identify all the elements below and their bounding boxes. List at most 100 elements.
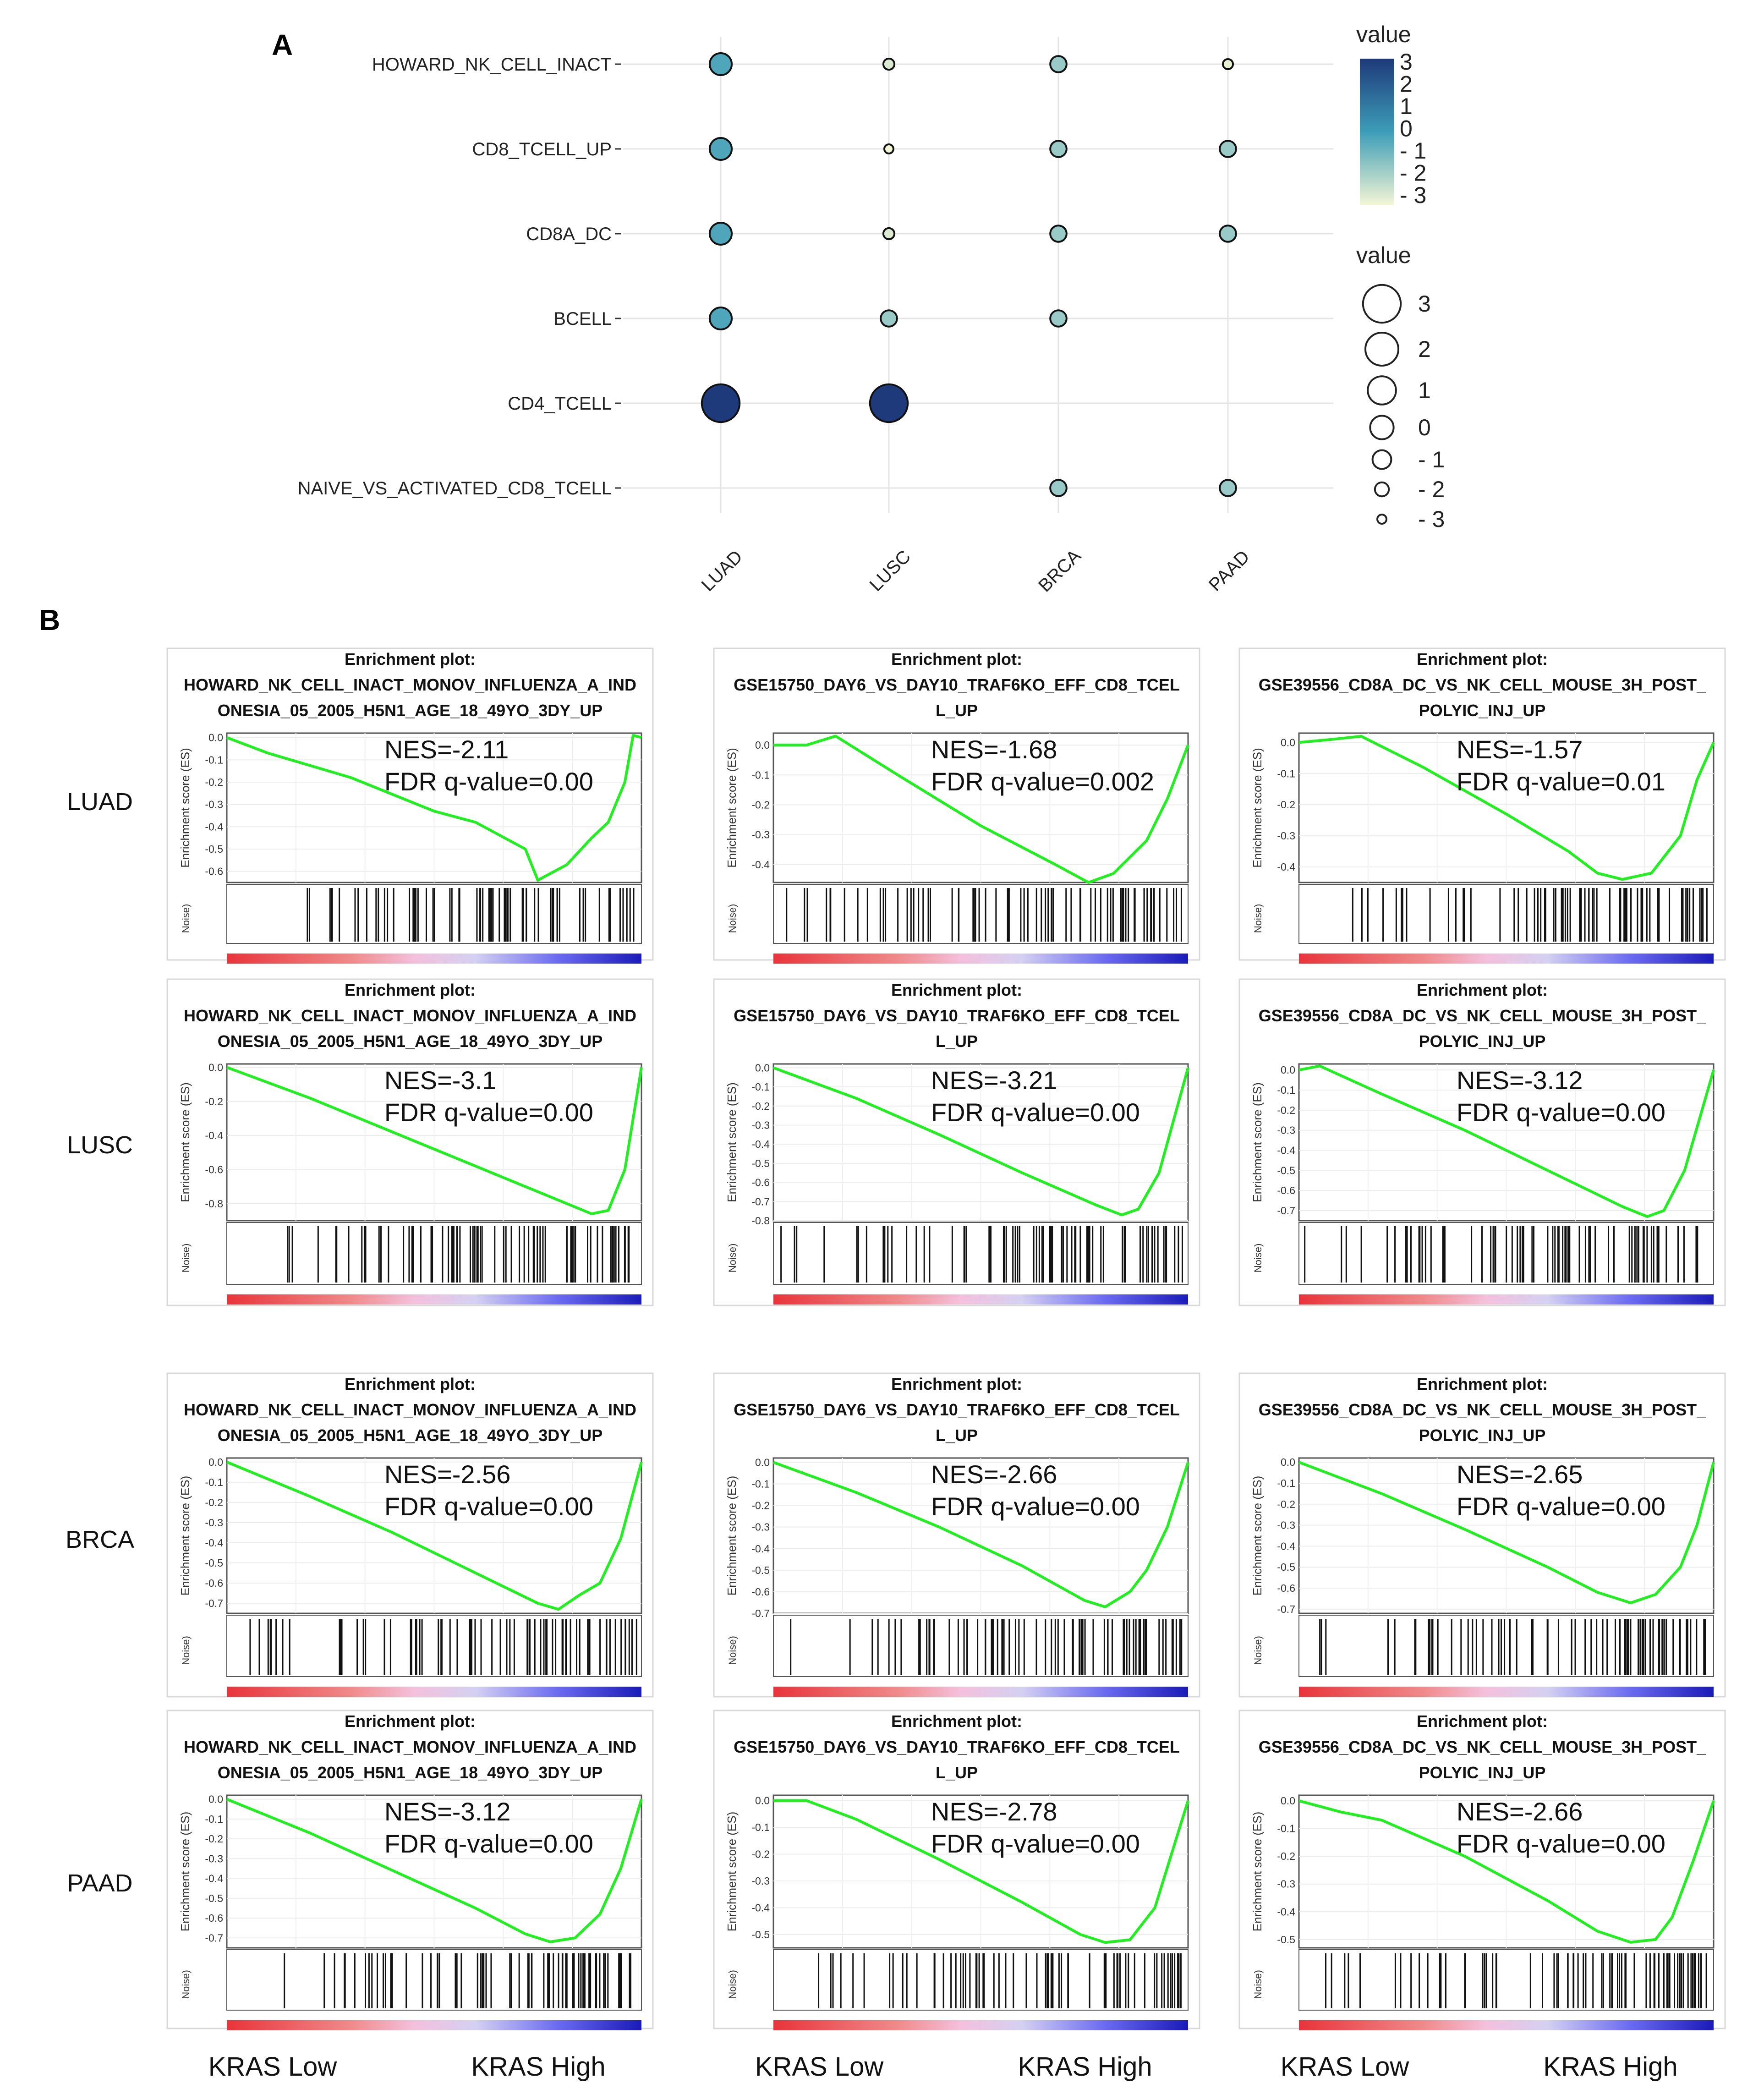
rank-bar bbox=[1299, 954, 1714, 964]
panel-a-label: A bbox=[272, 28, 293, 61]
y-axis-label: Enrichment score (ES) bbox=[725, 1812, 739, 1932]
size-legend-label: 0 bbox=[1418, 415, 1431, 440]
x-tick-label: LUSC bbox=[866, 547, 915, 596]
x-tick-label: PAAD bbox=[1205, 547, 1254, 595]
nes-value: NES=-1.57 bbox=[1457, 735, 1583, 764]
size-legend-label: 3 bbox=[1418, 291, 1431, 317]
y-axis-label: Enrichment score (ES) bbox=[1250, 1082, 1264, 1202]
colorbar-tick-label: - 2 bbox=[1400, 160, 1426, 186]
y-tick-label: -0.3 bbox=[1277, 830, 1295, 842]
nes-value: NES=-2.66 bbox=[931, 1460, 1057, 1489]
y-tick-label: -0.2 bbox=[1277, 1104, 1295, 1116]
y-axis-label: Enrichment score (ES) bbox=[178, 1082, 192, 1202]
plot-title-line: GSE15750_DAY6_VS_DAY10_TRAF6KO_EFF_CD8_T… bbox=[734, 1738, 1180, 1756]
plot-title-line: Enrichment plot: bbox=[891, 650, 1022, 669]
colorbar-tick-label: 2 bbox=[1400, 71, 1413, 97]
y-axis-label: Enrichment score (ES) bbox=[178, 748, 192, 868]
hits-area bbox=[1298, 884, 1714, 944]
bubble-point bbox=[1219, 479, 1237, 497]
nes-value: NES=-2.56 bbox=[384, 1460, 511, 1489]
plot-title-line: L_UP bbox=[936, 701, 978, 720]
hits-area bbox=[1298, 1949, 1714, 2011]
bubble-point bbox=[883, 143, 894, 154]
rank-bar bbox=[227, 1294, 641, 1305]
y-tick-label: -0.1 bbox=[1277, 1084, 1295, 1096]
plot-title-line: L_UP bbox=[936, 1032, 978, 1051]
panel-b-label: B bbox=[39, 603, 60, 636]
y-tick-label: -0.1 bbox=[751, 1821, 770, 1833]
y-tick-label: -0.3 bbox=[205, 1517, 223, 1529]
kras-high-label: KRAS High bbox=[471, 2052, 605, 2082]
nes-value: NES=-2.78 bbox=[931, 1797, 1057, 1826]
rank-bar bbox=[773, 2020, 1188, 2030]
kras-low-label: KRAS Low bbox=[208, 2052, 338, 2082]
noise-label: Noise) bbox=[1252, 1244, 1264, 1273]
x-tick-label: BRCA bbox=[1035, 546, 1085, 596]
noise-label: Noise) bbox=[180, 1636, 192, 1665]
y-tick-label: 0.0 bbox=[755, 1456, 770, 1468]
noise-label: Noise) bbox=[727, 1970, 738, 1999]
hits-area bbox=[773, 1949, 1189, 2011]
plot-title-line: Enrichment plot: bbox=[1417, 981, 1548, 999]
gsea-panel: Enrichment plot: GSE15750_DAY6_VS_DAY10_T… bbox=[713, 647, 1200, 964]
colorbar bbox=[1360, 59, 1394, 205]
gsea-panel: Enrichment plot: GSE15750_DAY6_VS_DAY10_T… bbox=[713, 1710, 1200, 2030]
enrichment-curve bbox=[226, 1798, 643, 1943]
y-tick-label: -0.3 bbox=[751, 1521, 770, 1533]
size-legend-title: value bbox=[1356, 242, 1411, 268]
y-tick-label: 0.0 bbox=[208, 732, 223, 744]
fdr-value: FDR q-value=0.00 bbox=[931, 1492, 1140, 1521]
y-axis-label: Enrichment score (ES) bbox=[1250, 1476, 1264, 1596]
y-axis-label: Enrichment score (ES) bbox=[178, 1476, 192, 1596]
y-axis-label: Enrichment score (ES) bbox=[725, 1082, 739, 1202]
plot-title-line: HOWARD_NK_CELL_INACT_MONOV_INFLUENZA_A_I… bbox=[184, 1006, 636, 1025]
noise-label: Noise) bbox=[727, 1244, 738, 1273]
noise-label: Noise) bbox=[1252, 1636, 1264, 1665]
gsea-panel: Enrichment plot: GSE15750_DAY6_VS_DAY10_T… bbox=[713, 978, 1200, 1306]
kras-low-label: KRAS Low bbox=[1281, 2052, 1410, 2082]
plot-title-line: GSE15750_DAY6_VS_DAY10_TRAF6KO_EFF_CD8_T… bbox=[734, 1400, 1180, 1419]
plot-title-line: ONESIA_05_2005_H5N1_AGE_18_49YO_3DY_UP bbox=[218, 1426, 603, 1445]
hits-area bbox=[773, 1615, 1189, 1677]
noise-label: Noise) bbox=[727, 904, 738, 933]
y-tick-label: -0.6 bbox=[205, 866, 223, 877]
gsea-panel: Enrichment plot: GSE39556_CD8A_DC_VS_NK_C… bbox=[1238, 978, 1726, 1306]
y-tick-label: -0.2 bbox=[205, 1833, 223, 1845]
plot-title-line: ONESIA_05_2005_H5N1_AGE_18_49YO_3DY_UP bbox=[218, 701, 603, 720]
nes-value: NES=-3.12 bbox=[384, 1797, 511, 1826]
noise-label: Noise) bbox=[180, 1970, 192, 1999]
rank-bar bbox=[1299, 1687, 1714, 1697]
bubble-point bbox=[708, 306, 733, 331]
y-tick-label: -0.4 bbox=[205, 821, 223, 833]
y-tick-label: 0.0 bbox=[208, 1793, 223, 1805]
enrichment-curve bbox=[1298, 1461, 1715, 1605]
y-tick-label: -0.2 bbox=[1277, 1498, 1295, 1510]
enrichment-curve bbox=[226, 1066, 643, 1216]
y-tick-label: 0.0 bbox=[1281, 1064, 1295, 1076]
y-tick-label: -0.4 bbox=[1277, 1145, 1295, 1157]
hits-area bbox=[773, 884, 1189, 944]
y-tick-label: 0.0 bbox=[1281, 1795, 1295, 1807]
gsea-panel: Enrichment plot: HOWARD_NK_CELL_INACT_MON… bbox=[166, 647, 654, 964]
y-tick-label: -0.5 bbox=[205, 1557, 223, 1569]
y-tick-label: -0.2 bbox=[1277, 1850, 1295, 1862]
y-tick-label: -0.7 bbox=[205, 1932, 223, 1944]
plot-title-line: GSE39556_CD8A_DC_VS_NK_CELL_MOUSE_3H_POS… bbox=[1259, 1006, 1706, 1025]
bubble-chart: HOWARD_NK_CELL_INACT CD8_TCELL_UP CD8A_DC B… bbox=[298, 22, 1445, 596]
plot-title-line: POLYIC_INJ_UP bbox=[1419, 1763, 1546, 1782]
row-label: LUSC bbox=[67, 1131, 133, 1159]
y-tick-label: -0.1 bbox=[205, 754, 223, 766]
y-tick-label: -0.4 bbox=[1277, 1906, 1295, 1918]
y-tick-label: -0.3 bbox=[1277, 1519, 1295, 1531]
plot-title-line: Enrichment plot: bbox=[345, 650, 476, 669]
fdr-value: FDR q-value=0.00 bbox=[384, 1492, 593, 1521]
y-tick-label: -0.5 bbox=[1277, 1164, 1295, 1176]
gsea-panel: Enrichment plot: HOWARD_NK_CELL_INACT_MON… bbox=[166, 1710, 654, 2030]
y-tick-label: -0.4 bbox=[751, 1138, 770, 1150]
size-legend-circle bbox=[1376, 514, 1387, 525]
fdr-value: FDR q-value=0.00 bbox=[1457, 1098, 1665, 1127]
y-tick-label: -0.6 bbox=[205, 1577, 223, 1589]
size-legend-label: - 3 bbox=[1418, 506, 1445, 532]
y-tick-label: -0.1 bbox=[751, 1081, 770, 1093]
